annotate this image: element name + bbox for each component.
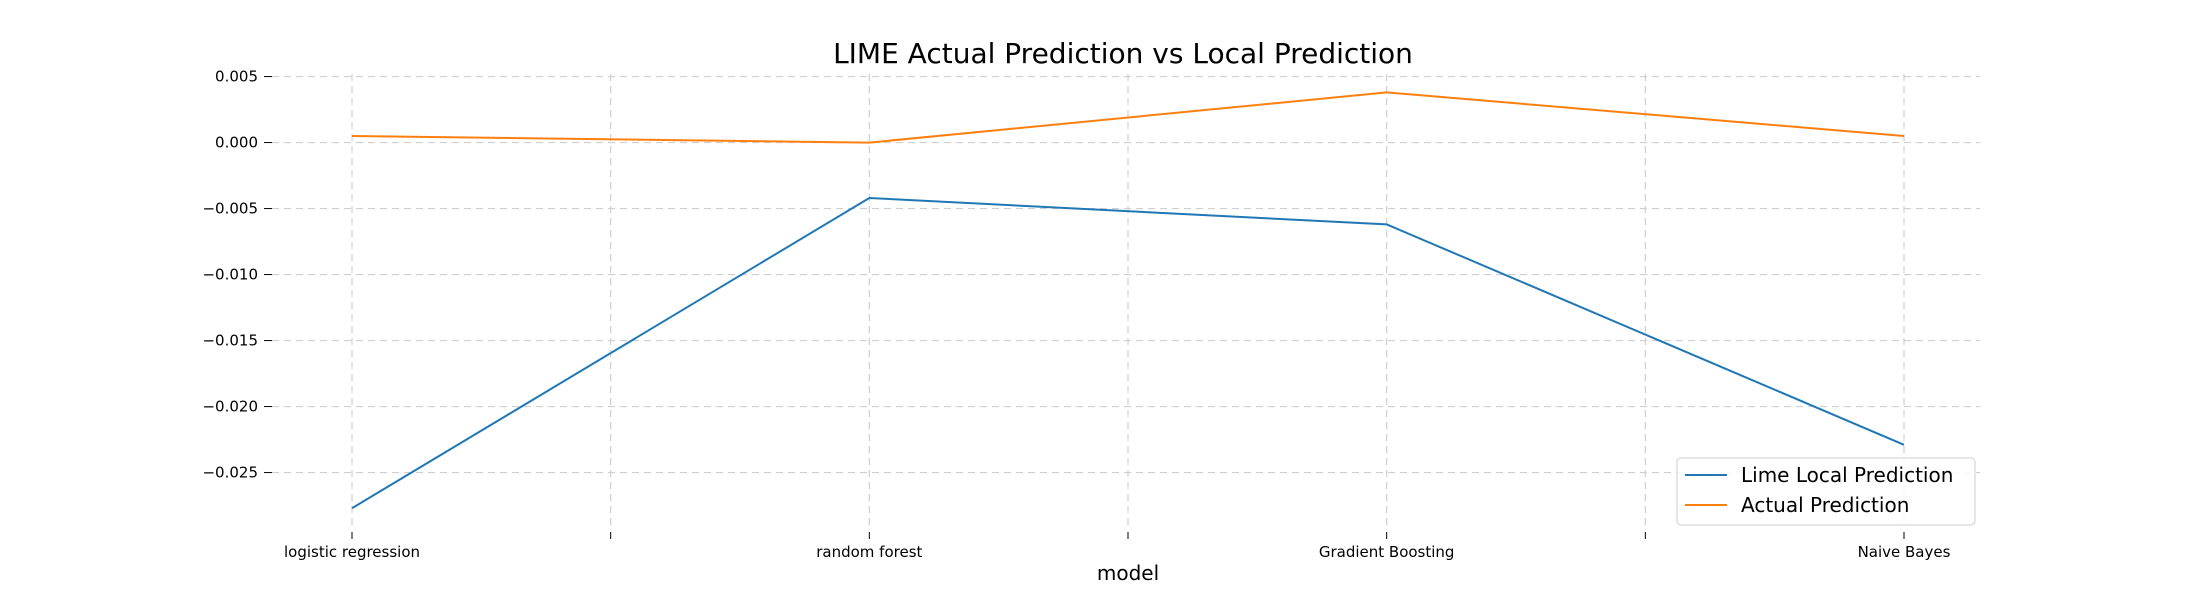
y-tick-label: −0.025 [202, 464, 258, 482]
legend-box [1676, 457, 1976, 526]
y-tick-label: −0.005 [202, 200, 258, 218]
x-tick-label: Gradient Boosting [1319, 543, 1455, 561]
chart-title: LIME Actual Prediction vs Local Predicti… [833, 37, 1413, 70]
y-tick-label: −0.010 [202, 266, 258, 284]
series-lines [351, 91, 1905, 510]
y-tick-label: 0.005 [215, 68, 258, 86]
legend-label: Lime Local Prediction [1741, 463, 1953, 487]
legend: Lime Local Prediction Actual Prediction [1676, 457, 1976, 526]
x-tick-label: Naive Bayes [1858, 543, 1951, 561]
x-tick-label: logistic regression [284, 543, 420, 561]
series-line [351, 196, 1905, 510]
x-axis-label: model [1097, 561, 1159, 585]
y-tick-label: −0.020 [202, 398, 258, 416]
x-axis-ticks: logistic regression random forest Gradient… [284, 532, 1951, 561]
y-axis-ticks: 0.005 0.000 −0.005 −0.010 −0.015 −0.020 −0.025 [202, 68, 272, 482]
x-tick-label: random forest [816, 543, 922, 561]
series-line [351, 91, 1905, 144]
y-tick-label: 0.000 [215, 134, 258, 152]
legend-label: Actual Prediction [1741, 493, 1909, 517]
grid [272, 74, 1980, 528]
y-tick-label: −0.015 [202, 332, 258, 350]
